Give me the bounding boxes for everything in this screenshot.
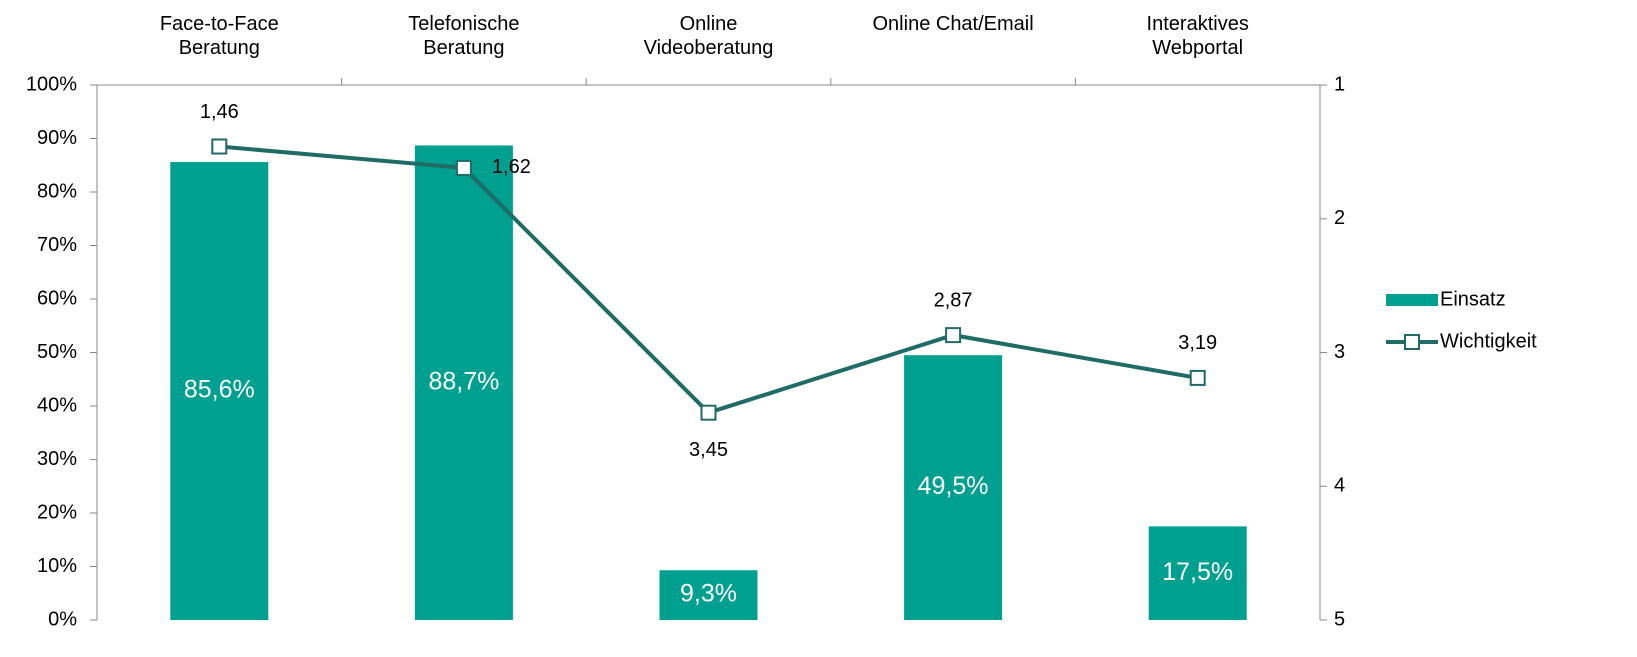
line-marker bbox=[455, 159, 472, 176]
line-marker bbox=[1189, 369, 1206, 386]
y2-tick-label: 2 bbox=[1334, 207, 1345, 229]
bar bbox=[904, 355, 1003, 620]
y2-tick-label: 1 bbox=[1334, 73, 1345, 95]
bar bbox=[414, 145, 513, 620]
y-tick-label: 20% bbox=[37, 501, 77, 523]
y-tick-label: 80% bbox=[37, 180, 77, 202]
x-tick-label: Telefonische Beratung bbox=[408, 13, 520, 59]
line-marker bbox=[945, 327, 962, 344]
x-tick-label: Interaktives Webportal bbox=[1146, 13, 1249, 59]
y-tick-label: 100% bbox=[26, 73, 77, 95]
y-tick-label: 70% bbox=[37, 234, 77, 256]
line-marker bbox=[211, 138, 228, 155]
line-label: 1,46 bbox=[200, 101, 239, 123]
legend-label: Einsatz bbox=[1440, 288, 1506, 310]
bar-label: 49,5% bbox=[918, 472, 989, 500]
line-label: 1,62 bbox=[492, 156, 531, 178]
bar bbox=[1148, 526, 1247, 620]
legend-swatch bbox=[1386, 294, 1438, 306]
y-tick-label: 60% bbox=[37, 287, 77, 309]
bar-label: 17,5% bbox=[1162, 558, 1233, 586]
y-tick-label: 30% bbox=[37, 448, 77, 470]
y-tick-label: 40% bbox=[37, 394, 77, 416]
y-tick-label: 0% bbox=[48, 608, 77, 630]
line-label: 2,87 bbox=[934, 289, 973, 311]
y-tick-label: 10% bbox=[37, 555, 77, 577]
line-marker bbox=[700, 404, 717, 421]
bar-label: 9,3% bbox=[680, 580, 737, 608]
line-label: 3,19 bbox=[1178, 332, 1217, 354]
bar-label: 85,6% bbox=[184, 376, 255, 404]
x-tick-label: Online Videoberatung bbox=[643, 13, 774, 59]
x-tick-label: Online Chat/Email bbox=[872, 13, 1034, 35]
line-label: 3,45 bbox=[689, 439, 728, 461]
bar bbox=[659, 570, 758, 620]
legend-label: Wichtigkeit bbox=[1440, 330, 1537, 352]
y2-tick-label: 5 bbox=[1334, 608, 1345, 630]
legend-marker bbox=[1404, 334, 1420, 350]
y2-tick-label: 3 bbox=[1334, 341, 1345, 363]
line bbox=[219, 144, 1199, 415]
y2-tick-label: 4 bbox=[1334, 475, 1345, 497]
y-tick-label: 90% bbox=[37, 127, 77, 149]
y-tick-label: 50% bbox=[37, 341, 77, 363]
bar bbox=[170, 162, 269, 621]
bar-label: 88,7% bbox=[428, 367, 499, 395]
x-tick-label: Face-to-Face Beratung bbox=[159, 13, 279, 59]
